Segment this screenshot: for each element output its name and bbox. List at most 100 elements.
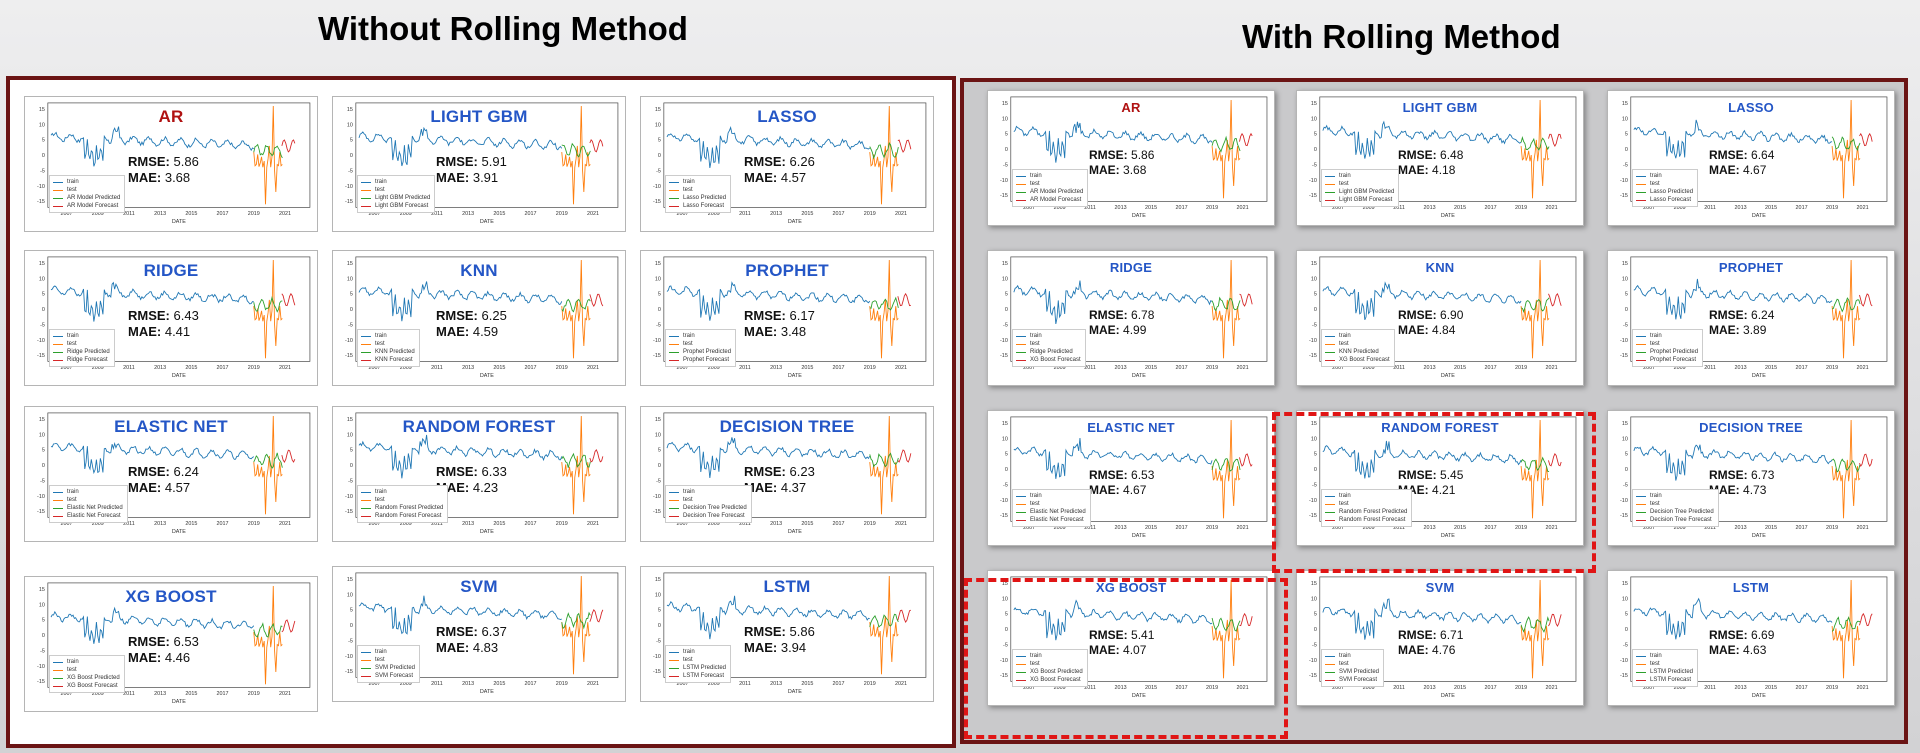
legend-entry: Prophet Forecast <box>1636 356 1698 364</box>
y-tick-label: -10 <box>1000 658 1008 664</box>
legend-label: XG Boost Forecast <box>1030 677 1081 683</box>
legend-label: SVM Predicted <box>1339 669 1380 675</box>
x-tick-label: 2013 <box>1424 365 1436 371</box>
x-tick-label: 2021 <box>895 365 907 371</box>
x-tick-label: 2009 <box>92 365 104 371</box>
legend-swatch <box>1325 655 1335 657</box>
y-tick-label: 5 <box>1314 612 1317 618</box>
chart-legend: train test Elastic Net Predicted Elastic Ne… <box>49 485 128 523</box>
y-tick-label: 5 <box>42 292 45 298</box>
legend-label: train <box>67 489 79 495</box>
forecast-series-line <box>1239 293 1253 307</box>
legend-label: Random Forest Predicted <box>1339 509 1408 515</box>
legend-label: test <box>683 497 693 503</box>
x-tick-label: 2011 <box>1704 685 1716 691</box>
legend-swatch <box>53 181 63 183</box>
legend-label: test <box>1650 661 1660 667</box>
legend-label: Lasso Predicted <box>683 195 727 201</box>
y-tick-label: 0 <box>42 463 45 469</box>
metrics-block: RMSE: 6.53 MAE: 4.67 <box>1089 468 1154 498</box>
x-axis-label: DATE <box>1752 213 1766 219</box>
legend-swatch <box>53 491 63 493</box>
y-tick-label: 5 <box>1005 452 1008 458</box>
legend-swatch <box>669 181 679 183</box>
rmse-line: RMSE: 5.86 <box>128 154 199 169</box>
legend-entry: train <box>1016 652 1083 660</box>
predicted-series-line <box>1520 616 1550 633</box>
x-tick-label: 2019 <box>248 211 260 217</box>
y-tick-label: 15 <box>1622 261 1628 267</box>
test-series-line <box>1520 579 1550 679</box>
legend-label: test <box>67 341 77 347</box>
legend-swatch <box>361 205 371 207</box>
y-tick-label: 0 <box>350 153 353 159</box>
legend-swatch <box>1636 495 1646 497</box>
x-tick-label: 2013 <box>1115 525 1127 531</box>
mae-line: MAE: 4.63 <box>1709 643 1767 657</box>
predicted-series-line <box>561 611 591 630</box>
x-axis-label: DATE <box>172 699 186 705</box>
legend-swatch <box>669 507 679 509</box>
x-tick-label: 2011 <box>739 365 751 371</box>
y-tick-label: 15 <box>1622 581 1628 587</box>
rmse-value: 6.26 <box>789 154 815 169</box>
plot-frame <box>1010 416 1268 522</box>
legend-label: Decision Tree Predicted <box>683 505 747 511</box>
chart-title: KNN <box>1425 260 1455 275</box>
legend-swatch <box>53 499 63 501</box>
test-series-line <box>561 575 591 675</box>
rmse-line: RMSE: 6.24 <box>128 464 199 479</box>
rmse-line: RMSE: 6.73 <box>1709 468 1775 482</box>
chart-plot: 15 10 5 0 -5 -10 -15 2007 2009 2011 2013 2015 2017 20… <box>1000 576 1268 699</box>
x-tick-label: 2021 <box>587 681 599 687</box>
legend-label: train <box>1339 653 1351 659</box>
rmse-value: 6.43 <box>173 308 199 323</box>
x-tick-label: 2013 <box>1115 365 1127 371</box>
chart-tile-knn: 15 10 5 0 -5 -10 -15 2007 2009 2011 2013 2015 2017 20… <box>1296 250 1584 386</box>
rmse-value: 6.53 <box>173 634 199 649</box>
legend-label: LSTM Forecast <box>683 673 725 679</box>
legend-swatch <box>1636 503 1646 505</box>
train-series-line <box>50 281 254 322</box>
plot-frame <box>1319 256 1577 362</box>
chart-title: DECISION TREE <box>1699 420 1803 435</box>
legend-label: test <box>1650 181 1660 187</box>
x-tick-label: 2019 <box>1515 365 1527 371</box>
train-series-line <box>358 595 562 635</box>
y-tick-label: 5 <box>658 138 661 144</box>
x-tick-label: 2009 <box>1674 205 1686 211</box>
mae-value: 4.21 <box>1432 483 1456 497</box>
y-tick-label: -10 <box>653 494 661 500</box>
y-tick-label: 15 <box>347 577 353 583</box>
x-tick-label: 2013 <box>770 365 782 371</box>
x-tick-label: 2011 <box>1393 685 1405 691</box>
chart-legend: train test Decision Tree Predicted Decision… <box>1632 489 1719 527</box>
x-axis-label: DATE <box>1441 533 1455 539</box>
legend-entry: Random Forest Predicted <box>361 504 443 512</box>
legend-entry: KNN Forecast <box>361 356 415 364</box>
legend-swatch <box>1016 663 1026 665</box>
y-tick-label: 0 <box>1314 307 1317 313</box>
legend-entry: LSTM Forecast <box>669 672 726 680</box>
legend-swatch <box>1325 679 1335 681</box>
x-tick-label: 2021 <box>279 521 291 527</box>
legend-entry: Random Forest Forecast <box>361 512 443 520</box>
y-tick-label: -10 <box>1309 338 1317 344</box>
rmse-line: RMSE: 6.33 <box>436 464 507 479</box>
x-tick-label: 2017 <box>1485 685 1497 691</box>
legend-label: SVM Forecast <box>375 673 414 679</box>
rmse-line: RMSE: 5.45 <box>1398 468 1464 482</box>
x-tick-label: 2015 <box>493 211 505 217</box>
predicted-series-line <box>253 143 283 159</box>
y-tick-label: -10 <box>1309 178 1317 184</box>
x-tick-label: 2021 <box>1546 205 1558 211</box>
legend-entry: Decision Tree Forecast <box>669 512 747 520</box>
plot-frame <box>47 256 311 362</box>
panel-with-rolling: 15 10 5 0 -5 -10 -15 2007 2009 2011 2013 2015 2017 20… <box>960 78 1908 744</box>
x-tick-label: 2021 <box>895 681 907 687</box>
legend-label: XG Boost Predicted <box>67 675 120 681</box>
legend-label: Lasso Forecast <box>683 203 725 209</box>
legend-label: train <box>1339 333 1351 339</box>
legend-swatch <box>1636 679 1646 681</box>
legend-entry: train <box>1636 332 1698 340</box>
